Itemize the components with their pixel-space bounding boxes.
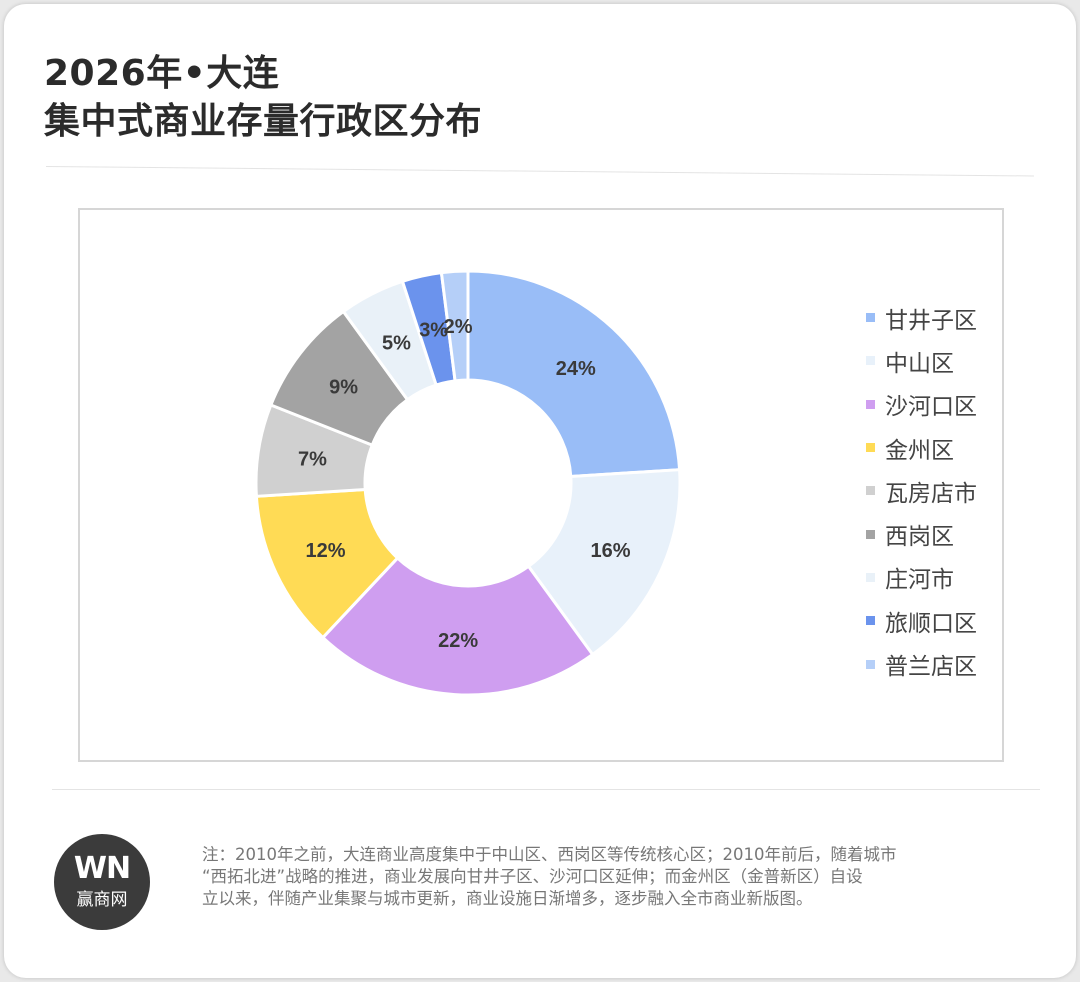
donut-slice-8 <box>439 269 470 383</box>
data-label-7: 3% <box>419 319 448 341</box>
legend-label: 西岗区 <box>885 524 954 551</box>
legend-item-3: 金州区 <box>866 426 977 469</box>
legend-swatch <box>866 399 875 409</box>
data-label-4: 7% <box>298 448 327 470</box>
logo-text: 赢商网 <box>76 890 128 910</box>
footnote-line-2: “西拓北进”战略的推进，商业发展向甘井子区、沙河口区延伸；而金州区（金普新区）自… <box>202 867 863 886</box>
legend-swatch <box>866 313 875 323</box>
legend-item-4: 瓦房店市 <box>866 469 977 512</box>
title-line-2: 集中式商业存量行政区分布 <box>44 101 483 142</box>
legend-swatch <box>866 486 875 496</box>
legend-label: 甘井子区 <box>885 307 977 334</box>
logo-mark: WN <box>73 851 131 886</box>
title-divider <box>45 166 1034 177</box>
legend-label: 普兰店区 <box>885 654 977 681</box>
legend-label: 瓦房店市 <box>885 480 977 507</box>
legend-swatch <box>866 356 875 366</box>
legend-item-6: 庄河市 <box>866 556 977 599</box>
donut-slice-0 <box>466 269 682 479</box>
data-label-5: 9% <box>329 376 358 398</box>
legend-label: 庄河市 <box>885 567 954 594</box>
brand-logo: WN 赢商网 <box>54 834 150 930</box>
data-label-0: 24% <box>556 358 596 380</box>
donut-slice-1 <box>526 468 682 657</box>
legend-item-0: 甘井子区 <box>866 296 977 339</box>
legend-swatch <box>866 443 875 453</box>
legend-label: 金州区 <box>885 437 954 464</box>
data-label-8: 2% <box>444 316 473 338</box>
legend-label: 旅顺口区 <box>885 610 977 637</box>
title-line-1: 2026年•大连 <box>44 53 280 94</box>
footnote-line-3: 立以来，伴随产业集聚与城市更新，商业设施日渐增多，逐步融入全市商业新版图。 <box>202 889 813 908</box>
page-title: 2026年•大连 集中式商业存量行政区分布 <box>44 50 482 146</box>
legend-item-1: 中山区 <box>866 339 977 382</box>
data-label-6: 5% <box>382 333 411 355</box>
donut-slice-2 <box>320 555 595 697</box>
legend-swatch <box>866 616 875 626</box>
footnote: 注：2010年之前，大连商业高度集中于中山区、西岗区等传统核心区；2010年前后… <box>202 844 1002 910</box>
donut-chart: 24% 16% 22% 12% 7% 9% 5% 3%2% <box>254 269 682 697</box>
data-label-2: 22% <box>438 630 478 652</box>
footer-divider <box>52 789 1040 790</box>
legend-swatch <box>866 529 875 539</box>
legend-item-8: 普兰店区 <box>866 642 977 685</box>
chart-frame: 24% 16% 22% 12% 7% 9% 5% 3% 2% 甘井子区中山区沙河口区金州区瓦房店… <box>78 208 1004 762</box>
legend-label: 中山区 <box>885 350 954 377</box>
data-label-1: 16% <box>590 540 630 562</box>
legend-swatch <box>866 572 875 582</box>
chart-legend: 甘井子区中山区沙河口区金州区瓦房店市西岗区庄河市旅顺口区普兰店区 <box>866 296 977 686</box>
legend-item-5: 西岗区 <box>866 512 977 555</box>
footnote-line-1: 注：2010年之前，大连商业高度集中于中山区、西岗区等传统核心区；2010年前后… <box>202 845 897 864</box>
infographic-card: 2026年•大连 集中式商业存量行政区分布 24% 16% 22% 12% 7% 9% 5%… <box>4 4 1076 978</box>
legend-label: 沙河口区 <box>885 394 977 421</box>
legend-swatch <box>866 659 875 669</box>
data-label-3: 12% <box>305 540 345 562</box>
legend-item-2: 沙河口区 <box>866 383 977 426</box>
legend-item-7: 旅顺口区 <box>866 599 977 642</box>
